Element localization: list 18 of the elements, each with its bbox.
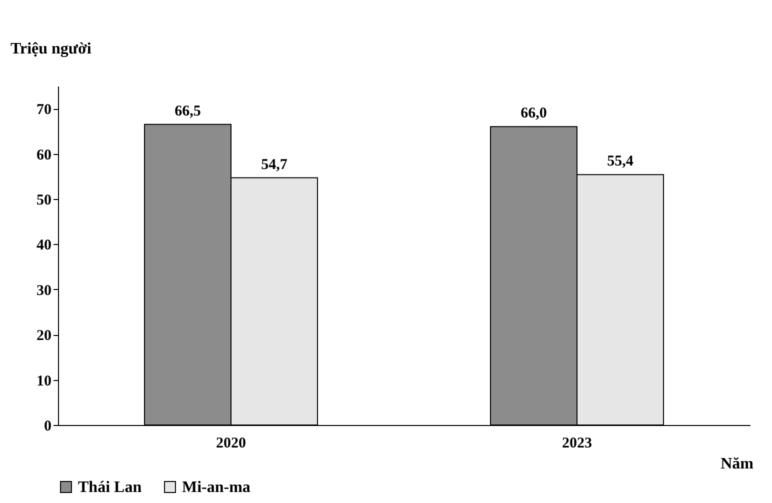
y-tick-label: 0: [44, 418, 52, 434]
data-label: 66,0: [520, 106, 547, 122]
data-label: 66,5: [174, 103, 201, 120]
y-tick-label: 50: [36, 192, 52, 208]
y-tick-label: 20: [36, 328, 52, 344]
x-tick-label: 2023: [562, 436, 592, 452]
legend-label: Thái Lan: [78, 479, 142, 496]
data-label: 54,7: [261, 156, 288, 173]
y-axis-title: Triệu người: [10, 40, 92, 58]
y-tick-label: 30: [36, 282, 52, 299]
x-axis-title: Năm: [720, 456, 754, 472]
x-tick-label: 2020: [216, 436, 246, 452]
y-tick-label: 40: [36, 238, 52, 254]
legend-label: Mi-an-ma: [182, 479, 250, 496]
y-tick-label: 70: [36, 102, 52, 118]
y-tick-label: 10: [36, 373, 52, 390]
data-label: 55,4: [607, 154, 634, 170]
y-tick-label: 60: [36, 147, 52, 164]
